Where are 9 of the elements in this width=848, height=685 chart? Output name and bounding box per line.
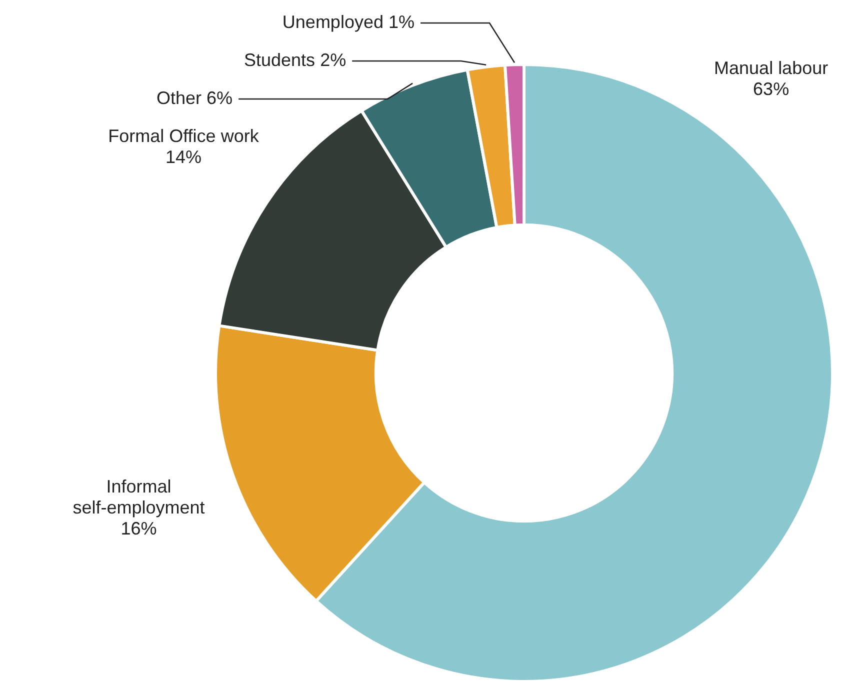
slice-label: Formal Office work [108, 126, 260, 146]
slice-label: Students 2% [244, 50, 346, 70]
data-label: 16% [120, 518, 157, 539]
slice-label: Manual labour [714, 58, 828, 78]
slice-label: Unemployed 1% [282, 12, 414, 32]
data-label: 63% [753, 79, 790, 100]
slice-label: Informal self-employment [72, 476, 205, 518]
data-label: 14% [165, 146, 202, 167]
slice-label: Other 6% [156, 88, 233, 108]
